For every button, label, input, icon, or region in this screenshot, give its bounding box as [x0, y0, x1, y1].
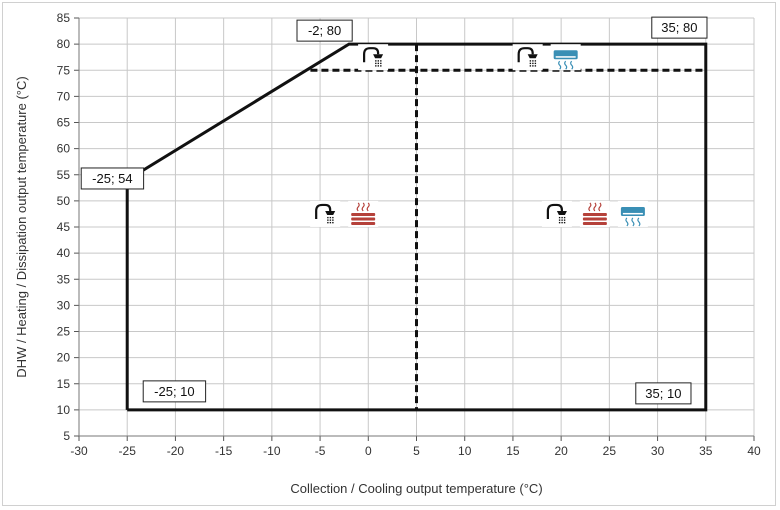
- coordinate-label-box: [296, 19, 353, 42]
- y-tick-label: 35: [57, 272, 71, 286]
- annotation-layer: -2; 80 35; 80 -25; 54 -25; 10 35; 10: [80, 16, 708, 405]
- coordinate-label: 35; 80: [661, 20, 697, 35]
- y-tick-label: 85: [57, 11, 71, 25]
- y-tick-label: 80: [57, 37, 71, 51]
- y-tick-label: 70: [57, 89, 71, 103]
- x-tick-label: 20: [554, 444, 568, 458]
- x-tick-label: -10: [263, 444, 281, 458]
- y-tick-label: 75: [57, 63, 71, 77]
- coordinate-label: -2; 80: [308, 23, 341, 38]
- y-tick-label: 15: [57, 377, 71, 391]
- x-tick-label: 15: [506, 444, 520, 458]
- y-tick-label: 25: [57, 325, 71, 339]
- coordinate-label-box: [651, 16, 708, 39]
- x-tick-label: -15: [215, 444, 233, 458]
- coordinate-label-box: [142, 380, 207, 403]
- x-tick-label: 35: [699, 444, 713, 458]
- x-tick-label: -20: [167, 444, 185, 458]
- x-tick-label: 40: [747, 444, 761, 458]
- y-tick-label: 45: [57, 220, 71, 234]
- x-tick-label: -25: [119, 444, 137, 458]
- y-tick-label: 40: [57, 246, 71, 260]
- series-layer: [125, 42, 708, 412]
- tick-layer: -30 -25 -20 -15 -10 -5 0 5 10 15 20 25 30 35 40 5 10 15 20…: [57, 11, 761, 458]
- y-tick-label: 20: [57, 351, 71, 365]
- x-tick-label: -30: [70, 444, 88, 458]
- x-axis-title: Collection / Cooling output temperature …: [290, 481, 542, 496]
- x-tick-label: 0: [365, 444, 372, 458]
- coordinate-label-box: [635, 382, 692, 405]
- y-tick-label: 30: [57, 298, 71, 312]
- coordinate-label: -25; 54: [92, 171, 132, 186]
- x-tick-label: 25: [603, 444, 617, 458]
- x-tick-label: 30: [651, 444, 665, 458]
- y-tick-label: 50: [57, 194, 71, 208]
- coordinate-label: -25; 10: [154, 384, 194, 399]
- y-tick-label: 60: [57, 142, 71, 156]
- icon-layer: [310, 44, 648, 227]
- y-tick-label: 5: [63, 429, 70, 443]
- y-axis-title: DHW / Heating / Dissipation output tempe…: [14, 76, 29, 377]
- coordinate-label-box: [80, 167, 145, 190]
- operating-envelope-line: [125, 42, 708, 412]
- y-tick-label: 65: [57, 116, 71, 130]
- y-tick-label: 10: [57, 403, 71, 417]
- x-tick-label: 10: [458, 444, 472, 458]
- y-tick-label: 55: [57, 168, 71, 182]
- coordinate-label: 35; 10: [645, 386, 681, 401]
- x-tick-label: 5: [413, 444, 420, 458]
- x-tick-label: -5: [315, 444, 326, 458]
